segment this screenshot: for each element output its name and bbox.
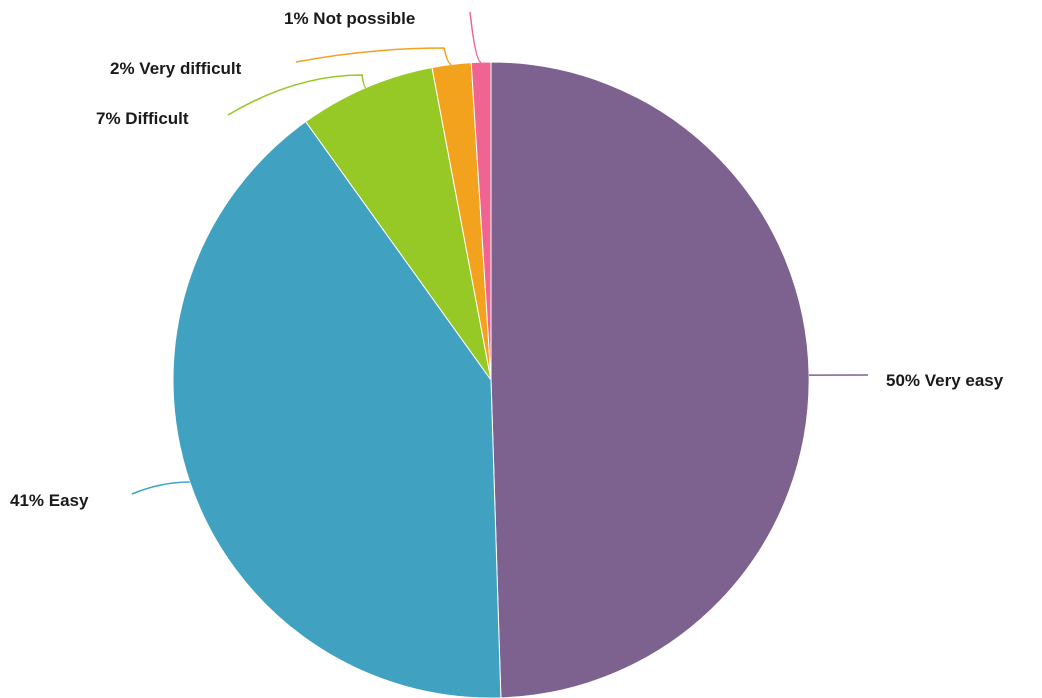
leader-line-not-possible bbox=[469, 11, 482, 63]
slice-label-not-possible: 1% Not possible bbox=[284, 9, 415, 28]
pie-slice-very-easy bbox=[490, 61, 810, 698]
leader-line-difficult bbox=[227, 74, 367, 116]
slice-label-difficult: 7% Difficult bbox=[96, 109, 189, 128]
slice-labels: 50% Very easy 41% Easy 7% Difficult 2% Very… bbox=[10, 9, 1004, 510]
slice-label-very-difficult: 2% Very difficult bbox=[110, 59, 242, 78]
pie-slices bbox=[172, 61, 810, 698]
slice-label-very-easy: 50% Very easy bbox=[886, 371, 1004, 390]
pie-slice-not-possible bbox=[470, 61, 492, 381]
slice-label-easy: 41% Easy bbox=[10, 491, 89, 510]
leader-lines bbox=[131, 11, 869, 495]
pie-slice-easy bbox=[172, 120, 502, 698]
leader-line-very-difficult bbox=[295, 47, 452, 66]
leader-line-easy bbox=[131, 481, 190, 495]
